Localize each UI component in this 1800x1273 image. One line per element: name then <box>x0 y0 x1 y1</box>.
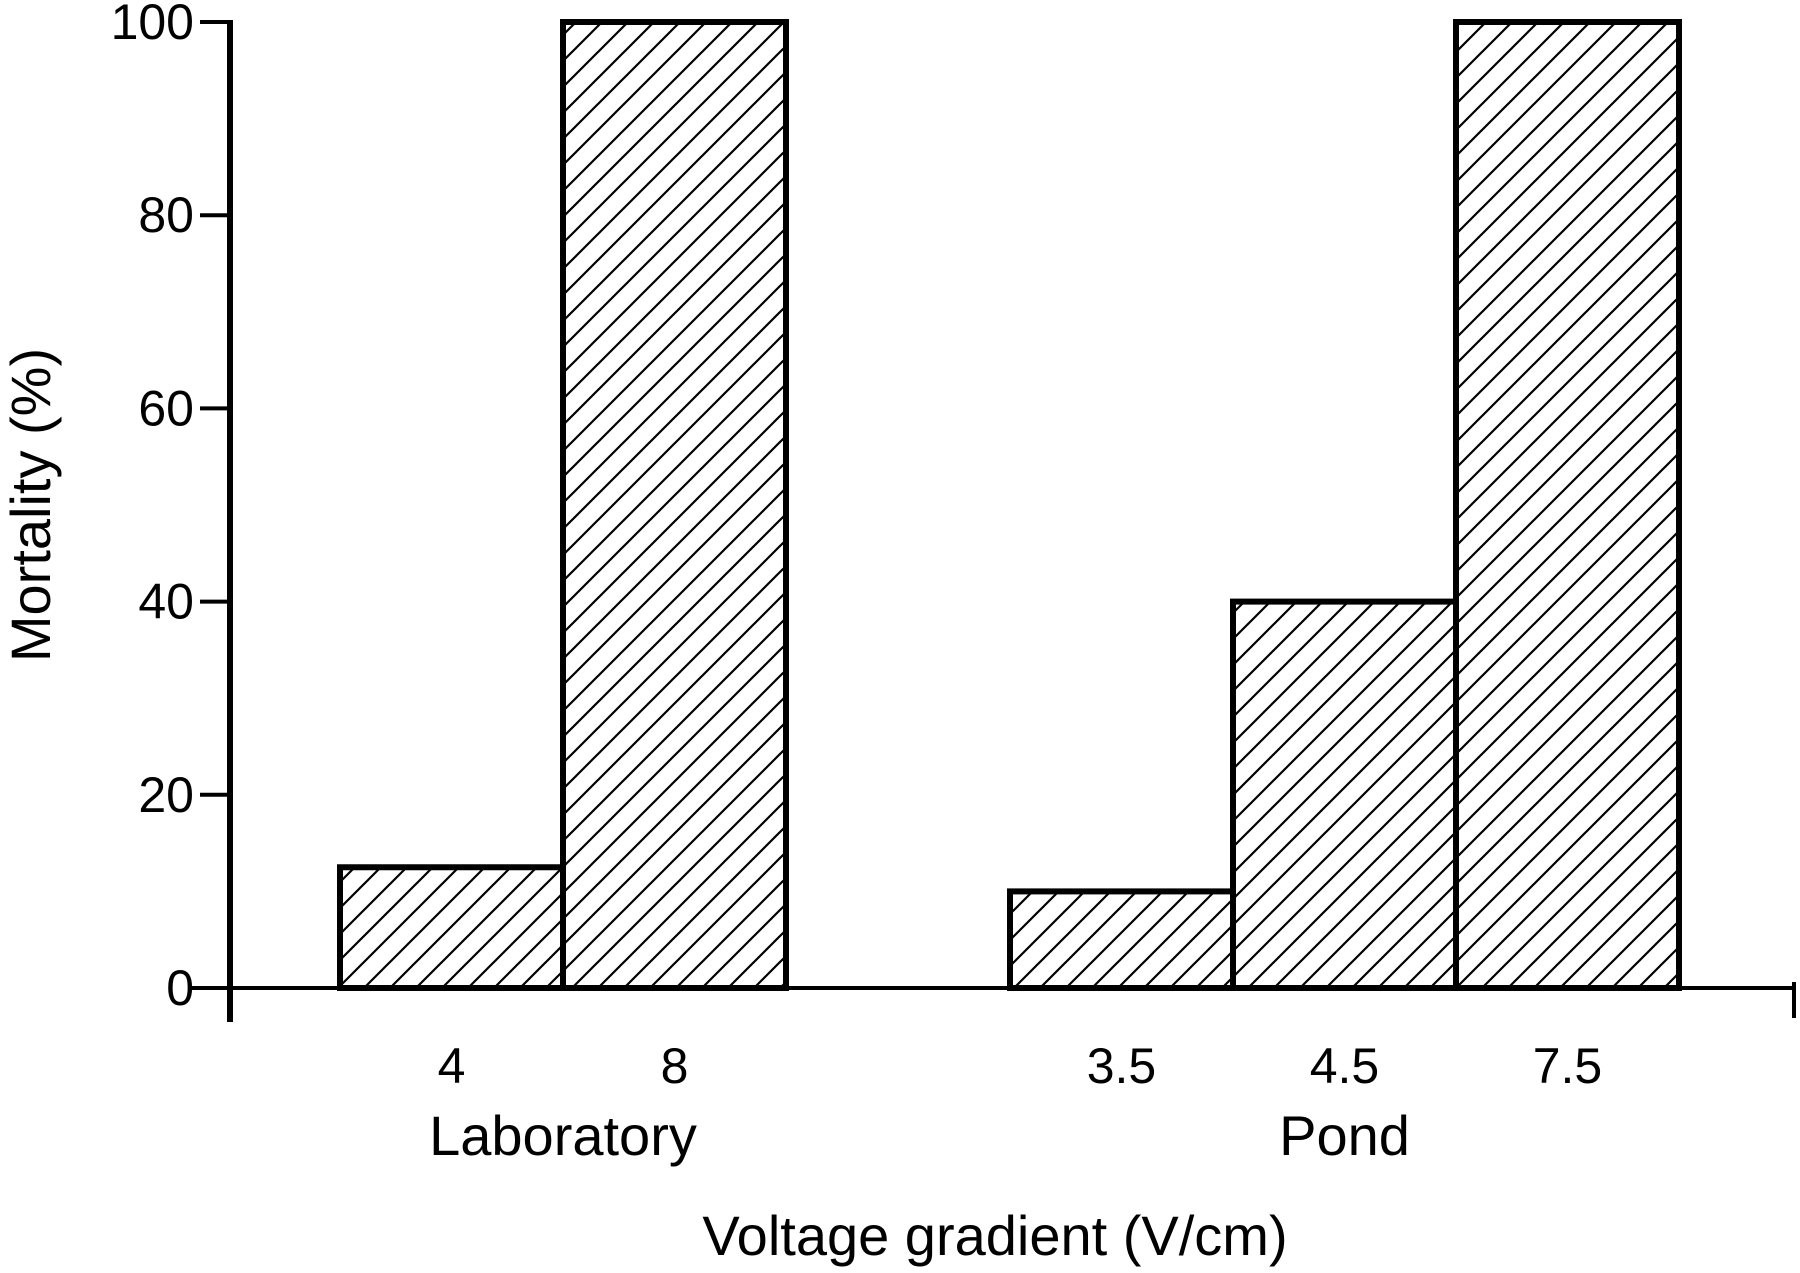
group-label-pond: Pond <box>1279 1104 1410 1167</box>
axes-layer <box>190 20 1796 1022</box>
bar-pond-3-5 <box>1007 888 1236 992</box>
bar-pond-7-5 <box>1453 19 1682 991</box>
y-tick-label: 80 <box>138 187 194 243</box>
category-labels: 4 8 Laboratory 3.5 4.5 7.5 Pond <box>429 1038 1602 1167</box>
y-ticks: 0 20 40 60 80 100 <box>111 0 230 1016</box>
bar-pond-4-5 <box>1230 598 1459 991</box>
x-category-label: 4.5 <box>1310 1038 1380 1094</box>
y-tick-label: 20 <box>138 767 194 823</box>
x-category-label: 8 <box>661 1038 689 1094</box>
bars-layer <box>337 19 1682 992</box>
x-axis-title: Voltage gradient (V/cm) <box>702 1204 1287 1267</box>
y-tick-label: 60 <box>138 380 194 436</box>
bar-laboratory-4 <box>337 864 566 991</box>
group-label-laboratory: Laboratory <box>429 1104 697 1167</box>
x-category-label: 4 <box>438 1038 466 1094</box>
y-tick-label: 40 <box>138 574 194 630</box>
bar-laboratory-8 <box>560 19 789 991</box>
x-category-label: 3.5 <box>1087 1038 1157 1094</box>
y-tick-label: 0 <box>166 960 194 1016</box>
x-category-label: 7.5 <box>1533 1038 1603 1094</box>
y-tick-label: 100 <box>111 0 194 50</box>
y-axis-title: Mortality (%) <box>0 348 62 662</box>
